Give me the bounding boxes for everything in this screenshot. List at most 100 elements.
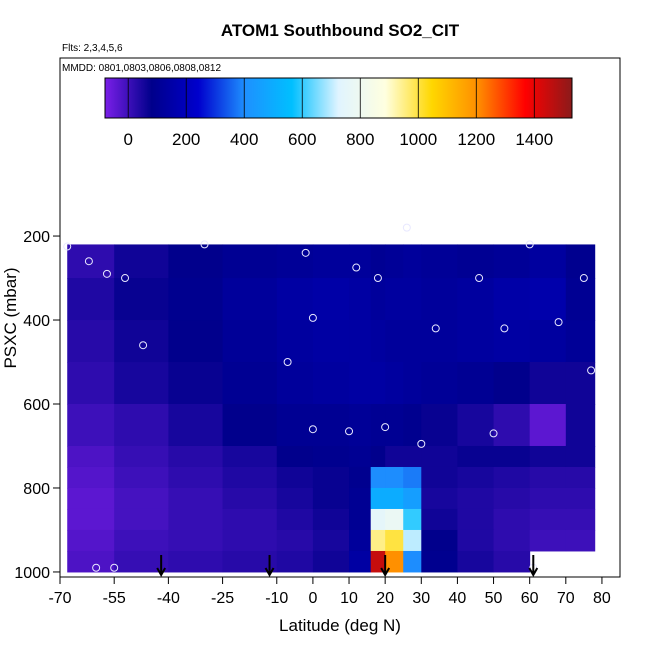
sample-point <box>489 429 498 438</box>
cell <box>385 445 404 468</box>
cell <box>370 466 386 489</box>
colorbar-tick-label: 800 <box>346 130 374 149</box>
cell <box>370 445 386 468</box>
cell <box>349 445 372 468</box>
cell <box>312 466 350 489</box>
cell <box>67 550 115 573</box>
y-tick-label: 400 <box>23 313 50 330</box>
cell <box>529 278 567 321</box>
x-tick-label: -55 <box>103 590 126 607</box>
cell <box>403 508 422 531</box>
cell <box>565 244 596 279</box>
cell <box>370 529 386 552</box>
cell <box>168 550 224 573</box>
y-axis-label: PSXC (mbar) <box>1 267 20 368</box>
arrow <box>528 555 539 578</box>
sample-point <box>417 439 426 448</box>
cell <box>421 362 458 405</box>
cell <box>457 466 495 489</box>
x-axis-label: Latitude (deg N) <box>279 616 401 635</box>
cell <box>276 466 314 489</box>
cell <box>349 529 372 552</box>
cell <box>222 278 278 321</box>
cell <box>385 487 404 510</box>
cell <box>168 278 224 321</box>
cell <box>222 244 278 279</box>
cell <box>457 508 495 531</box>
sample-point <box>554 318 563 327</box>
cell <box>421 487 458 510</box>
cell <box>114 466 169 489</box>
arrow <box>156 555 167 578</box>
cell <box>457 529 495 552</box>
cell <box>349 362 372 405</box>
cell <box>457 278 495 321</box>
cell <box>67 466 115 489</box>
cell <box>457 320 495 363</box>
x-tick-label: 20 <box>376 590 394 607</box>
cell <box>457 550 495 573</box>
cell <box>493 508 531 531</box>
cell <box>312 550 350 573</box>
cell <box>385 529 404 552</box>
cell <box>276 404 314 447</box>
cell <box>67 320 115 363</box>
x-tick-label: -10 <box>265 590 288 607</box>
cell <box>403 320 422 363</box>
y-tick-label: 200 <box>23 229 50 246</box>
cell <box>529 320 567 363</box>
note: Flts: 2,3,4,5,6 <box>62 43 123 54</box>
cell <box>370 487 386 510</box>
sample-point <box>102 269 111 278</box>
arrow <box>264 555 275 578</box>
cell <box>114 487 169 510</box>
cell <box>168 244 224 279</box>
cell <box>222 466 278 489</box>
cell <box>457 244 495 279</box>
sample-point <box>283 358 292 367</box>
y-tick-label: 600 <box>23 397 50 414</box>
cell <box>67 487 115 510</box>
cell <box>385 404 404 447</box>
cell <box>276 320 314 363</box>
cell <box>421 445 458 468</box>
sample-point <box>308 313 317 322</box>
cell <box>276 445 314 468</box>
cell <box>312 362 350 405</box>
sample-point <box>308 425 317 434</box>
cell <box>529 529 567 552</box>
arrow <box>380 555 391 578</box>
sample-point <box>352 263 361 272</box>
cell <box>403 244 422 279</box>
cell <box>67 404 115 447</box>
cell <box>370 508 386 531</box>
sample-point <box>525 240 534 249</box>
cell <box>493 550 531 573</box>
cell <box>565 508 596 531</box>
cell <box>385 550 404 573</box>
cell <box>349 508 372 531</box>
cell <box>493 466 531 489</box>
cell <box>349 466 372 489</box>
cell <box>370 404 386 447</box>
cell <box>565 362 596 405</box>
sample-point <box>373 274 382 283</box>
cell <box>529 445 567 468</box>
cell <box>403 404 422 447</box>
y-tick-label: 800 <box>23 481 50 498</box>
cell <box>312 278 350 321</box>
cell <box>349 487 372 510</box>
cell <box>529 244 567 279</box>
cell <box>222 445 278 468</box>
cell <box>457 404 495 447</box>
cell <box>529 466 567 489</box>
sample-point <box>139 341 148 350</box>
cell <box>493 362 531 405</box>
cell <box>114 320 169 363</box>
colorbar-tick-label: 0 <box>123 130 132 149</box>
cell <box>168 445 224 468</box>
colorbar-tick-label: 400 <box>230 130 258 149</box>
x-tick-label: 10 <box>340 590 358 607</box>
cell <box>565 466 596 489</box>
